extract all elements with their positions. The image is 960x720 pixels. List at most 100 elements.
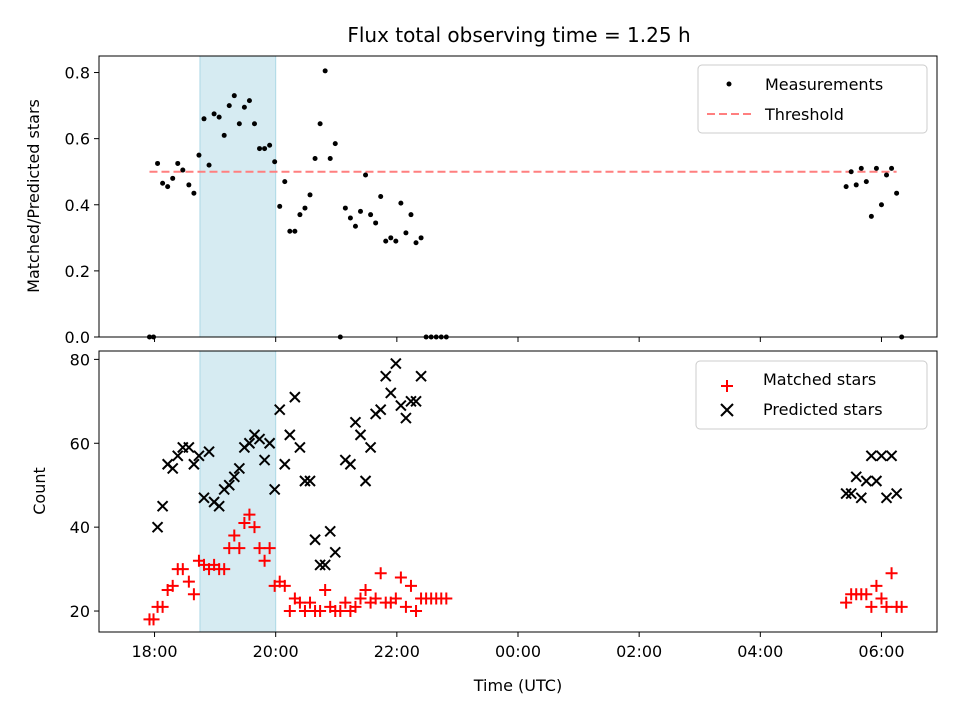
measurement-point — [287, 228, 293, 234]
x-tick-label: 02:00 — [616, 642, 662, 661]
matched-star-point — [865, 600, 878, 613]
matched-star-point — [349, 600, 362, 613]
predicted-star-point — [374, 404, 387, 416]
bottom-panel-marks — [143, 357, 908, 626]
x-tick-label: 04:00 — [737, 642, 783, 661]
predicted-star-point — [183, 441, 195, 454]
predicted-star-point — [885, 450, 898, 462]
legend-measurements-label: Measurements — [765, 75, 883, 94]
matched-star-point — [399, 600, 412, 613]
predicted-star-point — [319, 559, 331, 571]
measurement-point — [180, 167, 186, 173]
matched-star-point — [243, 508, 256, 521]
predicted-star-point — [198, 492, 210, 504]
measurement-point — [302, 205, 308, 211]
predicted-star-point — [166, 462, 179, 475]
bottom-y-tick-label: 20 — [70, 602, 90, 621]
predicted-star-point — [359, 475, 372, 487]
matched-star-point — [895, 600, 908, 613]
legend-threshold-label: Threshold — [764, 105, 844, 124]
matched-star-point — [283, 605, 296, 618]
matched-star-point — [389, 592, 402, 605]
measurement-point — [241, 104, 247, 110]
matched-star-point — [278, 579, 291, 592]
measurement-point — [418, 235, 424, 241]
bottom-legend-box — [695, 360, 928, 430]
predicted-star-point — [405, 395, 417, 408]
measurement-point — [267, 142, 273, 148]
predicted-star-point — [289, 391, 301, 403]
matched-star-point — [293, 596, 306, 609]
predicted-star-point — [400, 412, 412, 424]
matched-star-point — [304, 596, 317, 609]
measurement-point — [272, 159, 278, 165]
measurement-point — [408, 212, 414, 218]
top-y-tick-label: 0.0 — [65, 328, 90, 347]
predicted-star-point — [228, 471, 240, 483]
legend-measurements-swatch — [726, 81, 732, 87]
matched-star-point — [233, 542, 246, 555]
top-y-tick-label: 0.4 — [65, 196, 90, 215]
matched-star-point — [218, 563, 231, 576]
legend-matched-label: Matched stars — [763, 370, 876, 389]
matched-star-point — [298, 605, 311, 618]
measurement-point — [155, 160, 161, 166]
measurement-point — [251, 121, 257, 127]
x-tick-label: 06:00 — [858, 642, 904, 661]
measurement-point — [357, 208, 363, 214]
predicted-star-point — [415, 370, 427, 382]
measurement-point — [196, 152, 202, 158]
matched-star-point — [176, 563, 189, 576]
matched-star-point — [870, 579, 883, 592]
matched-star-point — [369, 592, 382, 605]
measurement-point — [373, 220, 379, 226]
measurement-point — [165, 184, 171, 190]
matched-star-point — [339, 596, 352, 609]
measurement-point — [863, 179, 869, 185]
predicted-star-point — [213, 500, 225, 512]
bottom-panel: 18:00 20:00 22:00 00:00 02:00 04:00 06:00 20 40 6… — [30, 350, 938, 695]
top-y-tick-label: 0.8 — [65, 64, 90, 83]
predicted-star-point — [151, 521, 164, 533]
matched-star-point — [263, 542, 276, 555]
measurement-point — [342, 205, 348, 211]
matched-star-point — [359, 584, 372, 597]
predicted-star-point — [390, 357, 402, 370]
matched-star-point — [248, 521, 261, 534]
measurement-point — [277, 203, 283, 209]
measurement-point — [403, 230, 409, 236]
bottom-legend: Matched stars Predicted stars — [695, 360, 928, 430]
predicted-star-point — [364, 441, 377, 454]
matched-star-point — [374, 567, 387, 580]
measurement-point — [388, 235, 394, 241]
top-panel-background — [199, 55, 277, 338]
matched-star-point — [334, 605, 347, 618]
bottom-y-tick-label: 40 — [70, 518, 90, 537]
matched-star-point — [404, 579, 417, 592]
predicted-star-point — [890, 487, 903, 500]
predicted-star-point — [840, 487, 852, 500]
predicted-star-point — [193, 450, 205, 462]
predicted-star-point — [299, 475, 311, 487]
measurement-point — [231, 93, 237, 99]
measurement-point — [368, 212, 374, 218]
matched-star-point — [354, 592, 367, 605]
measurement-point — [236, 121, 242, 127]
observing-window-shade — [199, 350, 277, 633]
predicted-star-point — [395, 399, 407, 412]
bottom-axes: 18:00 20:00 22:00 00:00 02:00 04:00 06:00 20 40 6… — [70, 350, 905, 661]
x-tick-label: 22:00 — [374, 642, 420, 661]
measurement-point — [307, 192, 313, 198]
predicted-star-point — [385, 387, 397, 399]
predicted-star-point — [243, 437, 256, 449]
legend-predicted-label: Predicted stars — [763, 400, 883, 419]
measurement-point — [868, 213, 874, 219]
matched-star-point — [182, 575, 195, 588]
bottom-y-tick-label: 80 — [70, 350, 90, 369]
bottom-panel-background — [199, 350, 277, 633]
matched-star-point — [187, 588, 200, 601]
matched-star-point — [860, 588, 873, 601]
measurement-point — [246, 98, 252, 104]
predicted-star-point — [349, 416, 362, 429]
